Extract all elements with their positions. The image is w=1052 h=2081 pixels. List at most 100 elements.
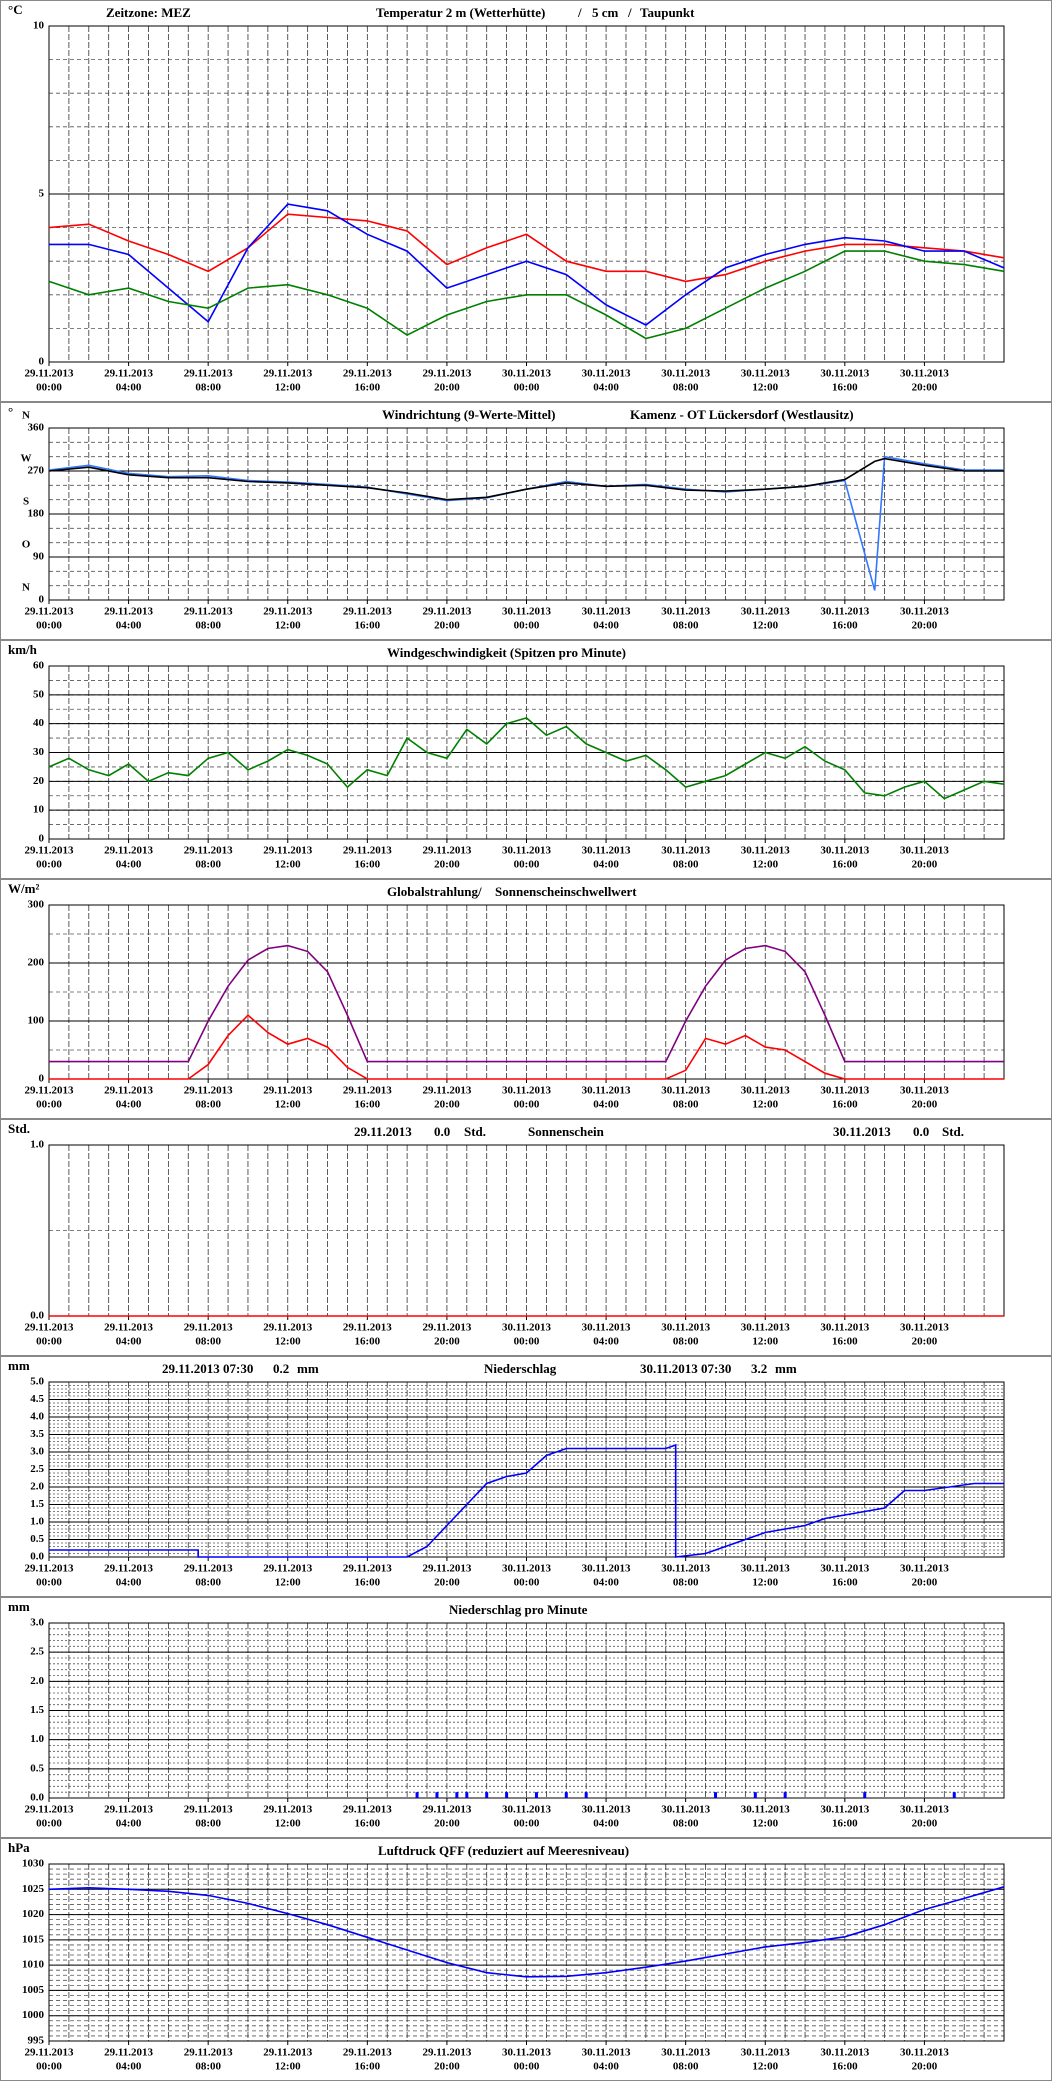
x-tick-time: 20:00 [912, 1818, 938, 1830]
x-tick-date: 30.11.2013 [661, 1804, 710, 1816]
x-tick-date: 30.11.2013 [582, 1563, 631, 1575]
y-tick-label: 2.5 [30, 1463, 44, 1475]
x-tick-time: 16:00 [832, 1336, 858, 1348]
x-tick-time: 00:00 [514, 859, 540, 871]
x-tick-date: 30.11.2013 [582, 845, 631, 857]
x-tick-time: 08:00 [673, 859, 699, 871]
chart-panel: 0.0 0.5 1.0 1.5 2.0 2.5 3.0 3.5 4.0 4.5 5.0 29.11.2… [0, 1356, 1052, 1597]
x-tick-date: 30.11.2013 [502, 368, 551, 380]
x-tick-date: 29.11.2013 [263, 1804, 312, 1816]
x-tick-time: 20:00 [434, 2061, 460, 2073]
x-tick-date: 29.11.2013 [263, 606, 312, 618]
bar [863, 1792, 867, 1798]
header-text: Niederschlag [484, 1361, 557, 1376]
x-tick-time: 00:00 [514, 1818, 540, 1830]
panel-border [0, 1119, 1052, 1356]
y-tick-label: 1.5 [30, 1498, 44, 1510]
chart-panel: 0 5 10 29.11.2013 00:00 29.11.2013 04:00 29.11.… [0, 0, 1052, 402]
bar [465, 1792, 469, 1798]
x-tick-time: 20:00 [434, 382, 460, 394]
header-text: 0.2 [273, 1361, 289, 1376]
x-tick-time: 20:00 [434, 1577, 460, 1589]
x-tick-date: 30.11.2013 [820, 1085, 869, 1097]
header-text: Luftdruck QFF (reduziert auf Meeresnivea… [378, 1843, 629, 1858]
unit-label: Std. [8, 1121, 30, 1136]
x-tick-time: 00:00 [514, 1577, 540, 1589]
chart-panel: 0 100 200 300 29.11.2013 00:00 29.11.2013 04:00… [0, 879, 1052, 1119]
x-tick-time: 04:00 [116, 382, 142, 394]
header-text: 29.11.2013 [354, 1124, 412, 1139]
x-tick-date: 30.11.2013 [820, 1563, 869, 1575]
x-tick-date: 30.11.2013 [900, 845, 949, 857]
header-text: Globalstrahlung/ [387, 884, 482, 899]
y-tick-label: 5 [39, 188, 45, 200]
y-tick-label: 0.0 [30, 1551, 44, 1563]
x-tick-time: 04:00 [116, 1818, 142, 1830]
bar [534, 1792, 538, 1798]
x-tick-date: 29.11.2013 [25, 2047, 74, 2059]
x-tick-date: 30.11.2013 [741, 1804, 790, 1816]
x-tick-date: 29.11.2013 [343, 606, 392, 618]
x-tick-time: 08:00 [673, 620, 699, 632]
y-tick-label: 1010 [22, 1959, 45, 1971]
x-tick-time: 08:00 [673, 1818, 699, 1830]
y-tick-label: 5.0 [30, 1376, 44, 1388]
x-tick-time: 20:00 [912, 859, 938, 871]
x-tick-date: 29.11.2013 [343, 368, 392, 380]
x-tick-date: 29.11.2013 [25, 845, 74, 857]
x-tick-time: 20:00 [912, 1336, 938, 1348]
x-tick-time: 20:00 [434, 1099, 460, 1111]
series-line [48, 1886, 1005, 1978]
x-tick-time: 08:00 [195, 382, 221, 394]
x-tick-date: 30.11.2013 [820, 368, 869, 380]
x-tick-date: 30.11.2013 [741, 368, 790, 380]
y-tick-label: 30 [33, 746, 45, 758]
x-tick-date: 30.11.2013 [502, 1322, 551, 1334]
x-tick-date: 29.11.2013 [422, 606, 471, 618]
bar [455, 1792, 459, 1798]
x-tick-time: 00:00 [514, 2061, 540, 2073]
x-tick-time: 08:00 [195, 1336, 221, 1348]
plot-frame [48, 427, 1005, 601]
x-tick-time: 12:00 [275, 1099, 301, 1111]
chart-panel: 0 10 20 30 40 50 60 29.11.2013 00:00 29.11.2013 04… [0, 640, 1052, 879]
x-tick-time: 16:00 [832, 2061, 858, 2073]
x-tick-date: 30.11.2013 [900, 1804, 949, 1816]
y-tick-label: 1020 [22, 1908, 45, 1920]
series-line [49, 203, 1005, 326]
x-tick-date: 30.11.2013 [582, 1085, 631, 1097]
plot-frame [48, 1863, 1005, 2042]
y-tick-label: 2.0 [30, 1675, 44, 1687]
x-tick-time: 16:00 [354, 859, 380, 871]
x-tick-date: 29.11.2013 [184, 606, 233, 618]
x-tick-date: 29.11.2013 [263, 1322, 312, 1334]
y-tick-label: 1.5 [30, 1704, 44, 1716]
header-text: / [627, 5, 632, 20]
bar [783, 1792, 787, 1798]
x-tick-time: 20:00 [434, 620, 460, 632]
y-tick-label: 3.0 [30, 1617, 44, 1629]
y-tick-label: 4.0 [30, 1411, 44, 1423]
header-text: 29.11.2013 07:30 [162, 1361, 253, 1376]
header-text: Sonnenscheinschwellwert [495, 884, 637, 899]
x-tick-date: 29.11.2013 [104, 1322, 153, 1334]
x-tick-date: 30.11.2013 [661, 2047, 710, 2059]
x-tick-time: 16:00 [354, 2061, 380, 2073]
series-line [48, 457, 1004, 501]
x-tick-date: 30.11.2013 [741, 1322, 790, 1334]
x-tick-date: 29.11.2013 [104, 845, 153, 857]
header-text: Std. [464, 1124, 486, 1139]
x-tick-time: 04:00 [116, 859, 142, 871]
x-tick-time: 16:00 [354, 1336, 380, 1348]
x-tick-time: 08:00 [195, 859, 221, 871]
x-tick-date: 29.11.2013 [184, 1563, 233, 1575]
x-tick-time: 20:00 [912, 1577, 938, 1589]
x-tick-date: 30.11.2013 [661, 1322, 710, 1334]
x-tick-date: 30.11.2013 [502, 2047, 551, 2059]
x-tick-date: 30.11.2013 [820, 845, 869, 857]
chart-panel: 0N90O180S270W360N29.11.201300:0029.11.20… [0, 402, 1052, 640]
x-tick-date: 29.11.2013 [184, 1804, 233, 1816]
x-tick-date: 29.11.2013 [263, 2047, 312, 2059]
x-tick-time: 00:00 [514, 1099, 540, 1111]
y-tick-label: 0.5 [30, 1533, 44, 1545]
